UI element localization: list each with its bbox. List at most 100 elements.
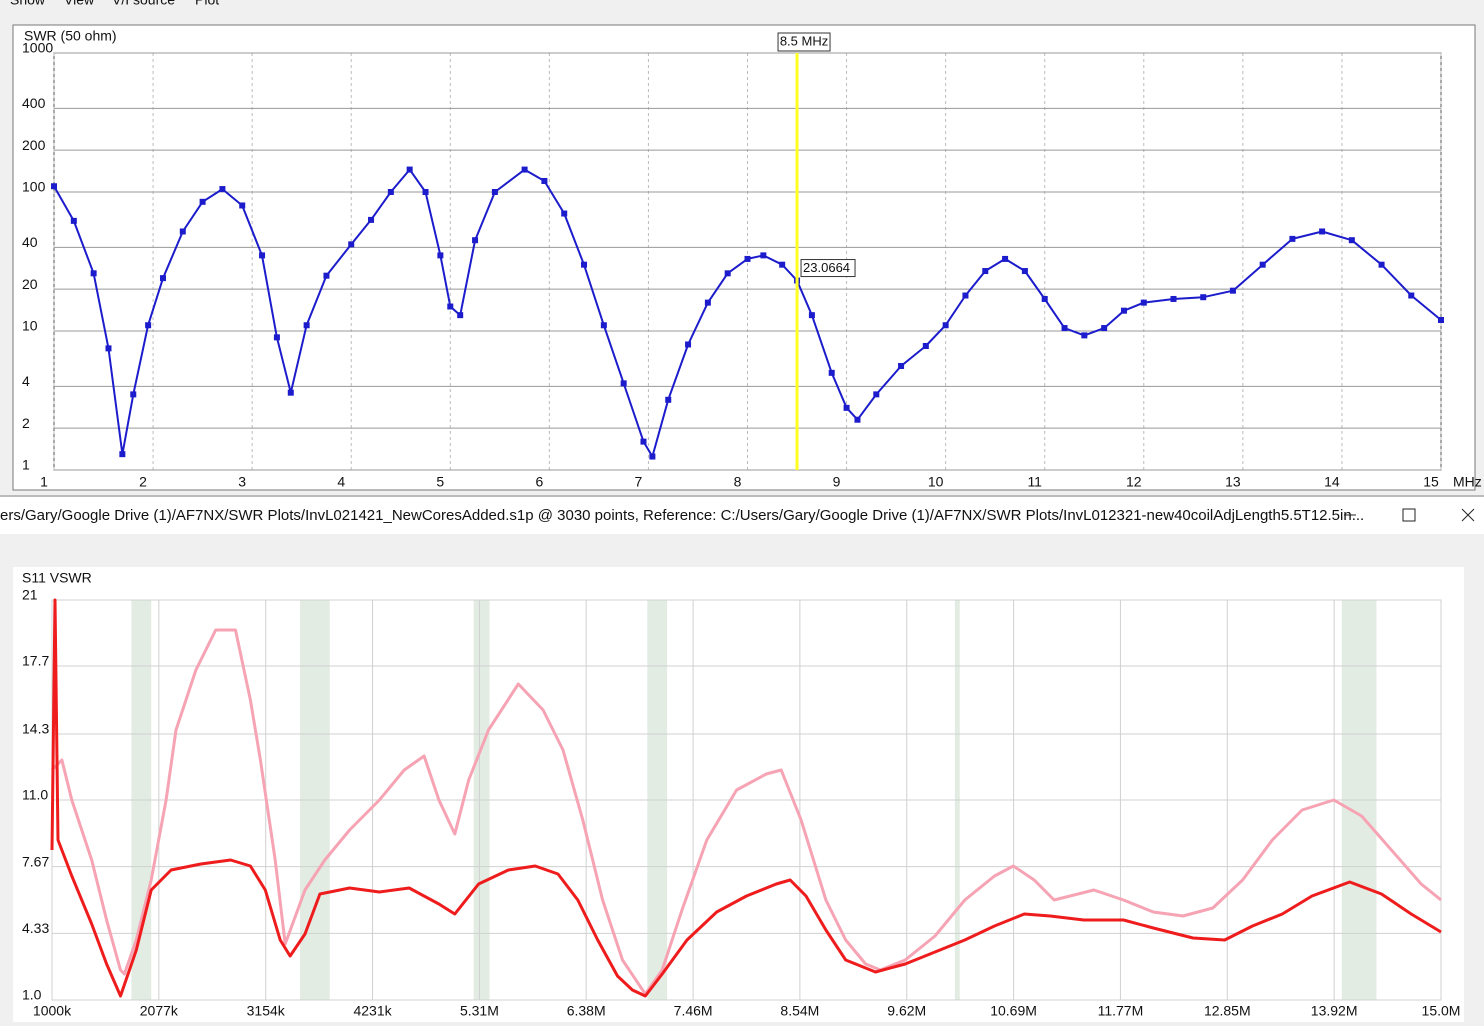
point-marker xyxy=(239,202,246,209)
x-tick-label: 11.77M xyxy=(1098,1003,1144,1019)
x-tick-label: 7 xyxy=(635,474,643,490)
point-marker xyxy=(1319,228,1326,235)
x-tick-label: 13 xyxy=(1225,474,1241,490)
point-marker xyxy=(119,451,126,458)
x-tick-label: 11 xyxy=(1027,474,1042,490)
y-tick-label: 1000 xyxy=(22,40,53,56)
point-marker xyxy=(843,404,850,411)
x-tick-label: 12 xyxy=(1126,474,1142,490)
y-tick-label: 17.7 xyxy=(22,653,49,669)
y-tick-label: 7.67 xyxy=(22,853,49,869)
point-marker xyxy=(982,268,989,275)
x-tick-label: 3154k xyxy=(247,1003,286,1019)
menu-item[interactable]: V/I source xyxy=(112,0,175,8)
point-marker xyxy=(561,210,568,217)
y-tick-label: 4 xyxy=(22,373,30,389)
point-marker xyxy=(51,183,57,190)
point-marker xyxy=(1229,287,1236,294)
x-tick-label: 8 xyxy=(734,474,742,490)
point-marker xyxy=(1061,325,1068,332)
x-tick-label: 8.54M xyxy=(780,1003,819,1019)
point-marker xyxy=(898,363,905,370)
point-marker xyxy=(145,322,152,329)
point-marker xyxy=(387,189,394,195)
point-marker xyxy=(1408,292,1415,299)
window-title-text: ers/Gary/Google Drive (1)/AF7NX/SWR Plot… xyxy=(0,507,1364,524)
x-tick-label: 10 xyxy=(928,474,944,490)
point-marker xyxy=(760,252,767,259)
point-marker xyxy=(457,312,464,319)
close-button[interactable] xyxy=(1461,508,1475,522)
point-marker xyxy=(472,237,479,244)
point-marker xyxy=(159,275,166,282)
y-tick-label: 10 xyxy=(22,318,38,334)
point-marker xyxy=(491,189,498,195)
point-marker xyxy=(779,261,786,268)
point-marker xyxy=(620,380,627,387)
x-tick-label: 15 xyxy=(1423,474,1439,490)
point-marker xyxy=(323,272,330,279)
point-marker xyxy=(1259,261,1266,268)
point-marker xyxy=(179,228,186,235)
point-marker xyxy=(1170,295,1177,302)
point-marker xyxy=(1378,261,1385,268)
maximize-button[interactable] xyxy=(1402,508,1416,522)
y-tick-label: 4.33 xyxy=(22,920,49,936)
x-tick-label: 1 xyxy=(40,474,48,490)
window-title: ers/Gary/Google Drive (1)/AF7NX/SWR Plot… xyxy=(0,507,1364,524)
y-tick-label: 1.0 xyxy=(22,987,42,1003)
point-marker xyxy=(649,453,656,460)
point-marker xyxy=(828,369,835,376)
point-marker xyxy=(541,177,548,184)
x-tick-label: 4 xyxy=(337,474,345,490)
point-marker xyxy=(130,391,137,398)
point-marker xyxy=(1348,237,1355,244)
y-tick-label: 400 xyxy=(22,95,46,111)
point-marker xyxy=(685,341,692,348)
x-tick-label: 9.62M xyxy=(887,1003,926,1019)
title-bar xyxy=(0,497,1484,534)
y-tick-label: 200 xyxy=(22,137,46,153)
point-marker xyxy=(942,322,949,329)
menu-item[interactable]: View xyxy=(64,0,95,8)
x-tick-label: 10.69M xyxy=(990,1003,1037,1019)
point-marker xyxy=(1120,307,1127,314)
x-tick-label: 6.38M xyxy=(567,1003,606,1019)
x-axis-label: MHz xyxy=(1453,474,1482,490)
window-buttons[interactable] xyxy=(1344,508,1475,522)
y-tick-label: 20 xyxy=(22,276,38,292)
point-marker xyxy=(1289,235,1296,242)
x-tick-label: 1000k xyxy=(33,1003,72,1019)
series-line xyxy=(50,628,1442,996)
y-tick-label: 11.0 xyxy=(22,787,48,803)
point-marker xyxy=(1200,294,1207,301)
x-tick-label: 12.85M xyxy=(1204,1003,1251,1019)
point-marker xyxy=(422,189,429,195)
point-marker xyxy=(640,438,647,445)
y-tick-label: 40 xyxy=(22,234,38,250)
y-tick-label: 1 xyxy=(22,457,30,473)
chart-title: SWR (50 ohm) xyxy=(24,28,117,44)
menu-item[interactable]: Show xyxy=(10,0,46,8)
point-marker xyxy=(1438,316,1444,323)
y-tick-label: 100 xyxy=(22,179,46,195)
point-marker xyxy=(1140,299,1147,306)
cursor-value-box xyxy=(800,259,856,278)
point-marker xyxy=(808,312,815,319)
point-marker xyxy=(105,345,112,352)
y-tick-label: 21 xyxy=(22,587,38,603)
cursor-label: 8.5 MHz xyxy=(780,33,828,48)
point-marker xyxy=(447,303,454,310)
point-marker xyxy=(521,166,528,173)
x-tick-label: 9 xyxy=(833,474,841,490)
x-tick-label: 4231k xyxy=(353,1003,392,1019)
point-marker xyxy=(665,396,672,403)
cursor-label-box xyxy=(777,32,831,52)
point-marker xyxy=(1021,268,1028,275)
point-marker xyxy=(219,186,226,193)
cursor-value: 23.0664 xyxy=(803,260,850,275)
series-line xyxy=(50,598,1442,998)
x-tick-label: 13.92M xyxy=(1311,1003,1358,1019)
menu-item[interactable]: Plot xyxy=(195,0,219,8)
chart-title: S11 VSWR xyxy=(22,570,92,586)
